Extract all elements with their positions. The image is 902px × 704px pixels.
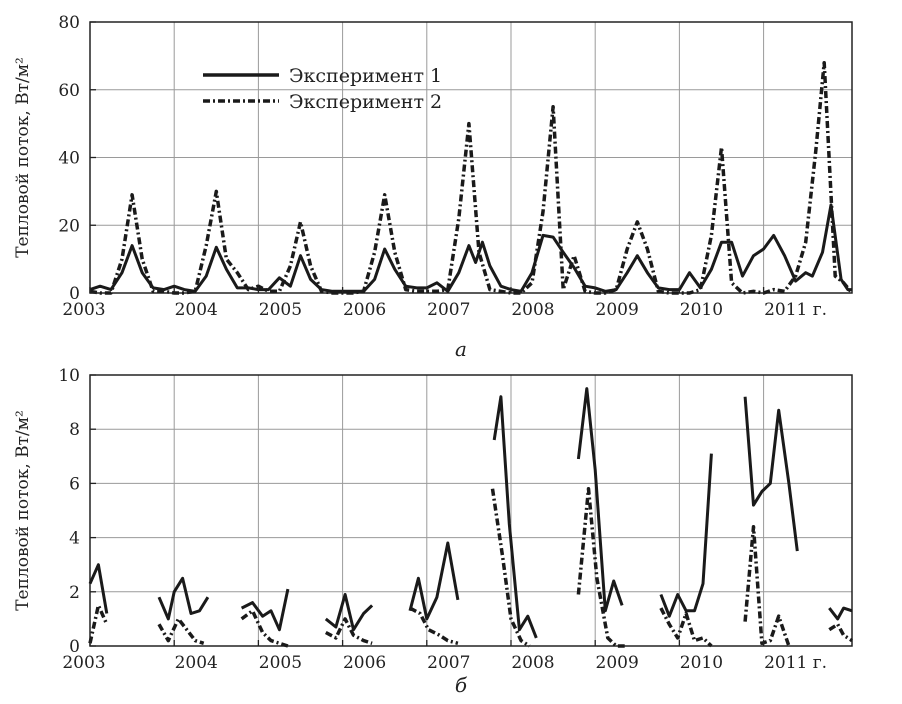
x-tick-label: 2008 — [511, 653, 554, 673]
panel-b-label: б — [455, 673, 468, 697]
series-exp1-line-segment — [659, 453, 713, 618]
x-tick-label: 2005 — [259, 653, 302, 673]
panel-b-frame — [89, 374, 853, 647]
series-exp2-line-segment — [324, 617, 373, 645]
series-exp1-line-segment — [88, 563, 109, 614]
x-tick-label: 2008 — [511, 300, 554, 320]
series-exp1-line-segment — [492, 395, 538, 639]
series-exp1-line-segment — [828, 606, 853, 621]
panel-a-ticks: 2003 2004 2005 2006 2007 2008 2009 2010 2011 г. 0… — [58, 13, 827, 320]
x-tick-label: 2009 — [596, 653, 639, 673]
y-tick-label: 6 — [69, 474, 80, 494]
series-exp2-line-segment — [490, 488, 531, 648]
panel-a: 2003 2004 2005 2006 2007 2008 2009 2010 2011 г. 0… — [13, 13, 854, 361]
y-tick-label: 8 — [69, 420, 80, 440]
series-exp1-line-segment — [89, 203, 852, 293]
panel-a-y-axis-label: Тепловой поток, Вт/м² — [13, 57, 33, 258]
series-exp2-line-segment — [157, 617, 205, 645]
series-exp2-line-segment — [89, 60, 854, 295]
y-tick-label: 2 — [69, 583, 80, 603]
x-tick-label: 2006 — [343, 653, 386, 673]
y-tick-label: 4 — [69, 529, 80, 549]
y-tick-label: 80 — [58, 13, 80, 33]
y-tick-label: 20 — [58, 216, 80, 236]
x-tick-label: 2003 — [62, 653, 105, 673]
x-tick-label: 2011 г. — [764, 300, 827, 320]
series-exp2-line-segment — [240, 609, 289, 648]
y-tick-label: 0 — [69, 637, 80, 657]
legend-label-exp1: Эксперимент 1 — [289, 65, 442, 87]
panel-b-y-axis-label: Тепловой поток, Вт/м² — [13, 410, 33, 611]
series-exp1-line-segment — [576, 387, 624, 613]
x-tick-label: 2010 — [680, 653, 723, 673]
legend-label-exp2: Эксперимент 2 — [289, 91, 442, 113]
y-tick-label: 0 — [69, 284, 80, 304]
y-tick-label: 40 — [58, 149, 80, 169]
y-tick-label: 10 — [58, 366, 80, 386]
panel-b-series — [88, 387, 853, 648]
series-exp2-line-segment — [743, 525, 791, 647]
x-tick-label: 2011 г. — [764, 653, 827, 673]
series-exp2-line-segment — [659, 607, 713, 648]
series-exp1-line-segment — [324, 593, 374, 632]
panel-a-label: а — [455, 337, 467, 361]
series-exp2-line-segment — [88, 603, 109, 644]
x-tick-label: 2010 — [680, 300, 723, 320]
x-tick-label: 2005 — [259, 300, 302, 320]
panel-b-ticks: 2003 2004 2005 2006 2007 2008 2009 2010 2011 г. 0… — [58, 366, 827, 673]
legend: Эксперимент 1 Эксперимент 2 — [203, 65, 442, 113]
x-tick-label: 2009 — [596, 300, 639, 320]
x-tick-label: 2007 — [427, 300, 470, 320]
x-tick-label: 2003 — [62, 300, 105, 320]
series-exp2-line-segment — [828, 622, 853, 643]
x-tick-label: 2007 — [427, 653, 470, 673]
x-tick-label: 2006 — [343, 300, 386, 320]
panel-b: 2003 2004 2005 2006 2007 2008 2009 2010 2011 г. 0… — [13, 366, 853, 697]
series-exp2-line-segment — [409, 606, 459, 645]
series-exp1-line-segment — [240, 588, 290, 632]
y-tick-label: 60 — [58, 81, 80, 101]
panel-a-series — [89, 60, 854, 295]
series-exp1-line-segment — [743, 396, 799, 552]
x-tick-label: 2004 — [175, 300, 218, 320]
series-exp1-line-segment — [408, 541, 460, 621]
x-tick-label: 2004 — [175, 653, 218, 673]
series-exp1-line-segment — [157, 576, 210, 621]
series-exp2-line-segment — [576, 487, 625, 648]
